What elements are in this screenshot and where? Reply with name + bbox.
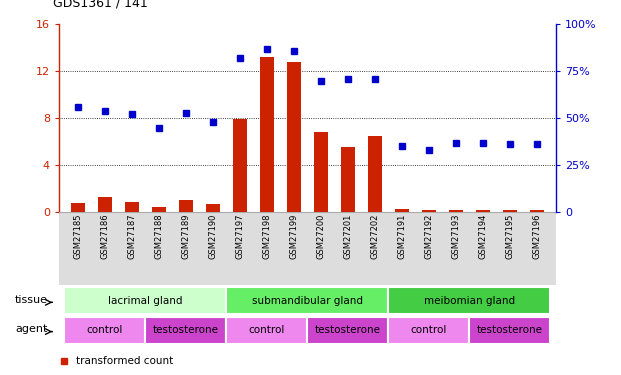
Text: testosterone: testosterone xyxy=(477,325,543,335)
Bar xyxy=(98,197,112,212)
Bar xyxy=(388,316,469,344)
Bar xyxy=(503,210,517,212)
Bar xyxy=(179,200,193,212)
Bar xyxy=(227,316,307,344)
Bar xyxy=(65,316,145,344)
Text: control: control xyxy=(410,325,447,335)
Bar xyxy=(233,119,247,212)
Bar xyxy=(476,210,489,212)
Bar xyxy=(395,209,409,212)
Bar xyxy=(227,287,388,314)
Bar xyxy=(152,207,166,212)
Bar xyxy=(307,316,388,344)
Bar xyxy=(287,62,301,212)
Text: GDS1361 / 141: GDS1361 / 141 xyxy=(53,0,148,9)
Bar xyxy=(71,203,84,212)
Bar xyxy=(422,210,436,212)
Text: testosterone: testosterone xyxy=(315,325,381,335)
Bar xyxy=(65,287,227,314)
Text: control: control xyxy=(87,325,123,335)
Text: transformed count: transformed count xyxy=(76,356,174,366)
Text: agent: agent xyxy=(15,324,47,334)
Bar xyxy=(368,136,382,212)
Bar xyxy=(145,316,227,344)
Text: lacrimal gland: lacrimal gland xyxy=(108,296,183,306)
Text: tissue: tissue xyxy=(14,294,47,304)
Bar xyxy=(314,132,328,212)
Text: meibomian gland: meibomian gland xyxy=(424,296,515,306)
Text: submandibular gland: submandibular gland xyxy=(252,296,363,306)
Bar xyxy=(388,287,550,314)
Text: control: control xyxy=(248,325,285,335)
Bar xyxy=(206,204,220,212)
Text: testosterone: testosterone xyxy=(153,325,219,335)
Bar xyxy=(260,57,274,212)
Bar xyxy=(125,202,138,212)
Bar xyxy=(530,210,543,212)
Bar xyxy=(449,210,463,212)
Bar xyxy=(469,316,550,344)
Bar xyxy=(341,147,355,212)
